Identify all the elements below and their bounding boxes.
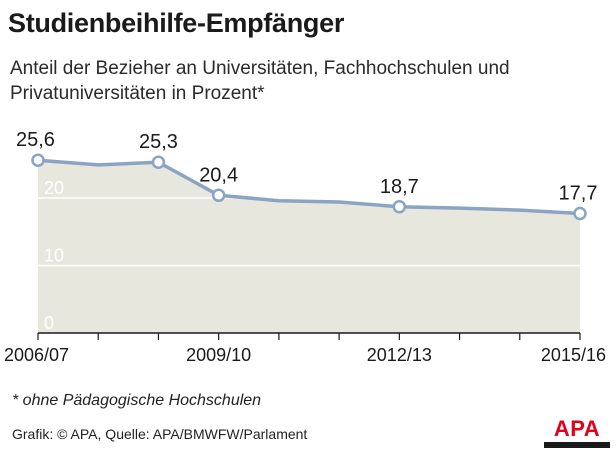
series-line bbox=[37, 158, 581, 216]
y-tick-label: 10 bbox=[44, 246, 64, 266]
series bbox=[37, 158, 581, 216]
data-point-marker bbox=[392, 200, 407, 214]
data-point-marker bbox=[573, 206, 587, 221]
footnote: * ohne Pädagogische Hochschulen bbox=[12, 392, 262, 409]
data-point-marker bbox=[31, 153, 45, 167]
x-tick-label: 2006/07 bbox=[4, 345, 69, 365]
source-credit: Grafik: © APA, Quelle: APA/BMWFW/Parlame… bbox=[12, 426, 308, 442]
data-label: 17,7 bbox=[559, 183, 598, 205]
data-label: 25,6 bbox=[16, 129, 55, 151]
data-point-marker bbox=[211, 188, 226, 203]
apa-logo: APA bbox=[544, 418, 610, 448]
x-axis: 2006/07 2009/10 2012/13 2015/16 bbox=[4, 332, 606, 365]
chart-title: Studienbeihilfe-Empfänger bbox=[8, 8, 345, 38]
apa-logo-bar bbox=[544, 442, 610, 448]
data-point-marker bbox=[151, 155, 166, 169]
plot-area bbox=[38, 160, 580, 333]
data-label: 20,4 bbox=[199, 164, 238, 186]
data-label: 25,3 bbox=[139, 131, 178, 153]
x-tick-label: 2012/13 bbox=[367, 345, 432, 365]
y-tick-label: 20 bbox=[44, 178, 64, 198]
data-label: 18,7 bbox=[380, 176, 419, 198]
apa-logo-text: APA bbox=[553, 416, 601, 441]
x-tick-label: 2015/16 bbox=[541, 345, 606, 365]
markers bbox=[31, 153, 587, 221]
y-tick-label: 0 bbox=[44, 313, 54, 333]
x-tick-label: 2009/10 bbox=[186, 345, 251, 365]
area-fill bbox=[38, 160, 580, 333]
gridlines: 0 10 20 bbox=[38, 178, 580, 333]
data-labels: 25,6 25,3 20,4 18,7 17,7 bbox=[16, 129, 597, 204]
chart-subtitle: Anteil der Bezieher an Universitäten, Fa… bbox=[10, 58, 510, 104]
